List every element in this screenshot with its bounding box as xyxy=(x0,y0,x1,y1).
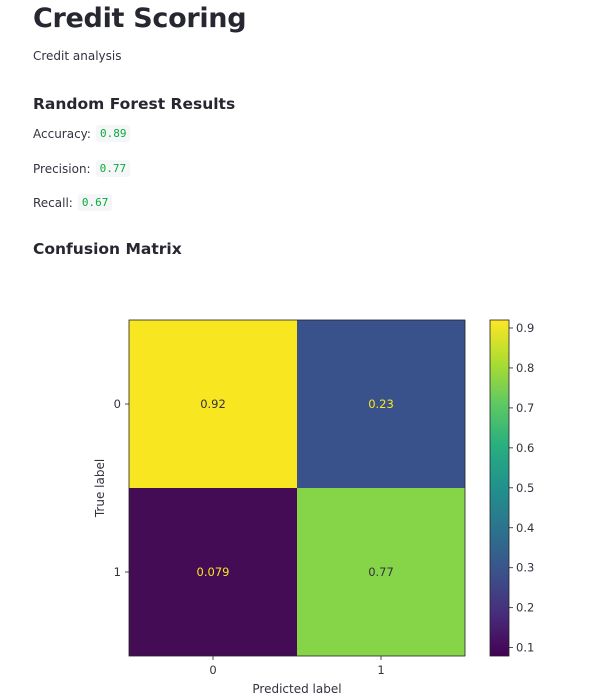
colorbar-tick-label: 0.6 xyxy=(516,441,534,455)
confusion-header: Confusion Matrix xyxy=(33,240,182,258)
colorbar-tick-label: 0.3 xyxy=(516,561,534,575)
y-axis-label: True label xyxy=(93,459,107,518)
metric-label: Recall: xyxy=(33,195,73,210)
x-axis-label: Predicted label xyxy=(252,682,341,696)
colorbar-tick-label: 0.9 xyxy=(516,321,534,335)
x-tick-label: 1 xyxy=(377,663,384,677)
matrix-frame xyxy=(128,319,466,657)
colorbar-tick-label: 0.4 xyxy=(516,521,534,535)
metric-value: 0.89 xyxy=(95,125,131,142)
metric-value: 0.67 xyxy=(77,194,113,211)
x-tick-label: 0 xyxy=(209,663,216,677)
colorbar-tick-label: 0.2 xyxy=(516,601,534,615)
app-subtitle: Credit analysis xyxy=(33,49,122,63)
confusion-matrix-chart: 0.92 0.23 0.079 0.77 0 1 0 1 Predicted label True… xyxy=(93,319,534,696)
matrix-cell xyxy=(297,320,465,488)
colorbar-tick-label: 0.1 xyxy=(516,641,534,655)
y-tick-label: 0 xyxy=(114,397,121,411)
metric-value: 0.77 xyxy=(95,160,131,177)
y-tick-label: 1 xyxy=(114,565,121,579)
metric-precision: Precision: 0.77 xyxy=(33,160,131,177)
matrix-cell xyxy=(129,320,297,488)
cell-value-label: 0.77 xyxy=(368,565,394,579)
app-title: Credit Scoring xyxy=(33,3,247,34)
metric-recall: Recall: 0.67 xyxy=(33,194,113,211)
colorbar-tick-label: 0.5 xyxy=(516,481,534,495)
metric-label: Accuracy: xyxy=(33,126,91,141)
colorbar-tick-label: 0.8 xyxy=(516,361,534,375)
matrix-cell xyxy=(297,488,465,656)
colorbar xyxy=(489,319,510,657)
cell-value-label: 0.92 xyxy=(200,397,226,411)
matrix-cell xyxy=(129,488,297,656)
cell-value-label: 0.079 xyxy=(197,565,230,579)
metric-label: Precision: xyxy=(33,161,91,176)
cell-value-label: 0.23 xyxy=(368,397,394,411)
metric-accuracy: Accuracy: 0.89 xyxy=(33,125,131,142)
colorbar-tick-label: 0.7 xyxy=(516,401,534,415)
results-header: Random Forest Results xyxy=(33,95,236,113)
